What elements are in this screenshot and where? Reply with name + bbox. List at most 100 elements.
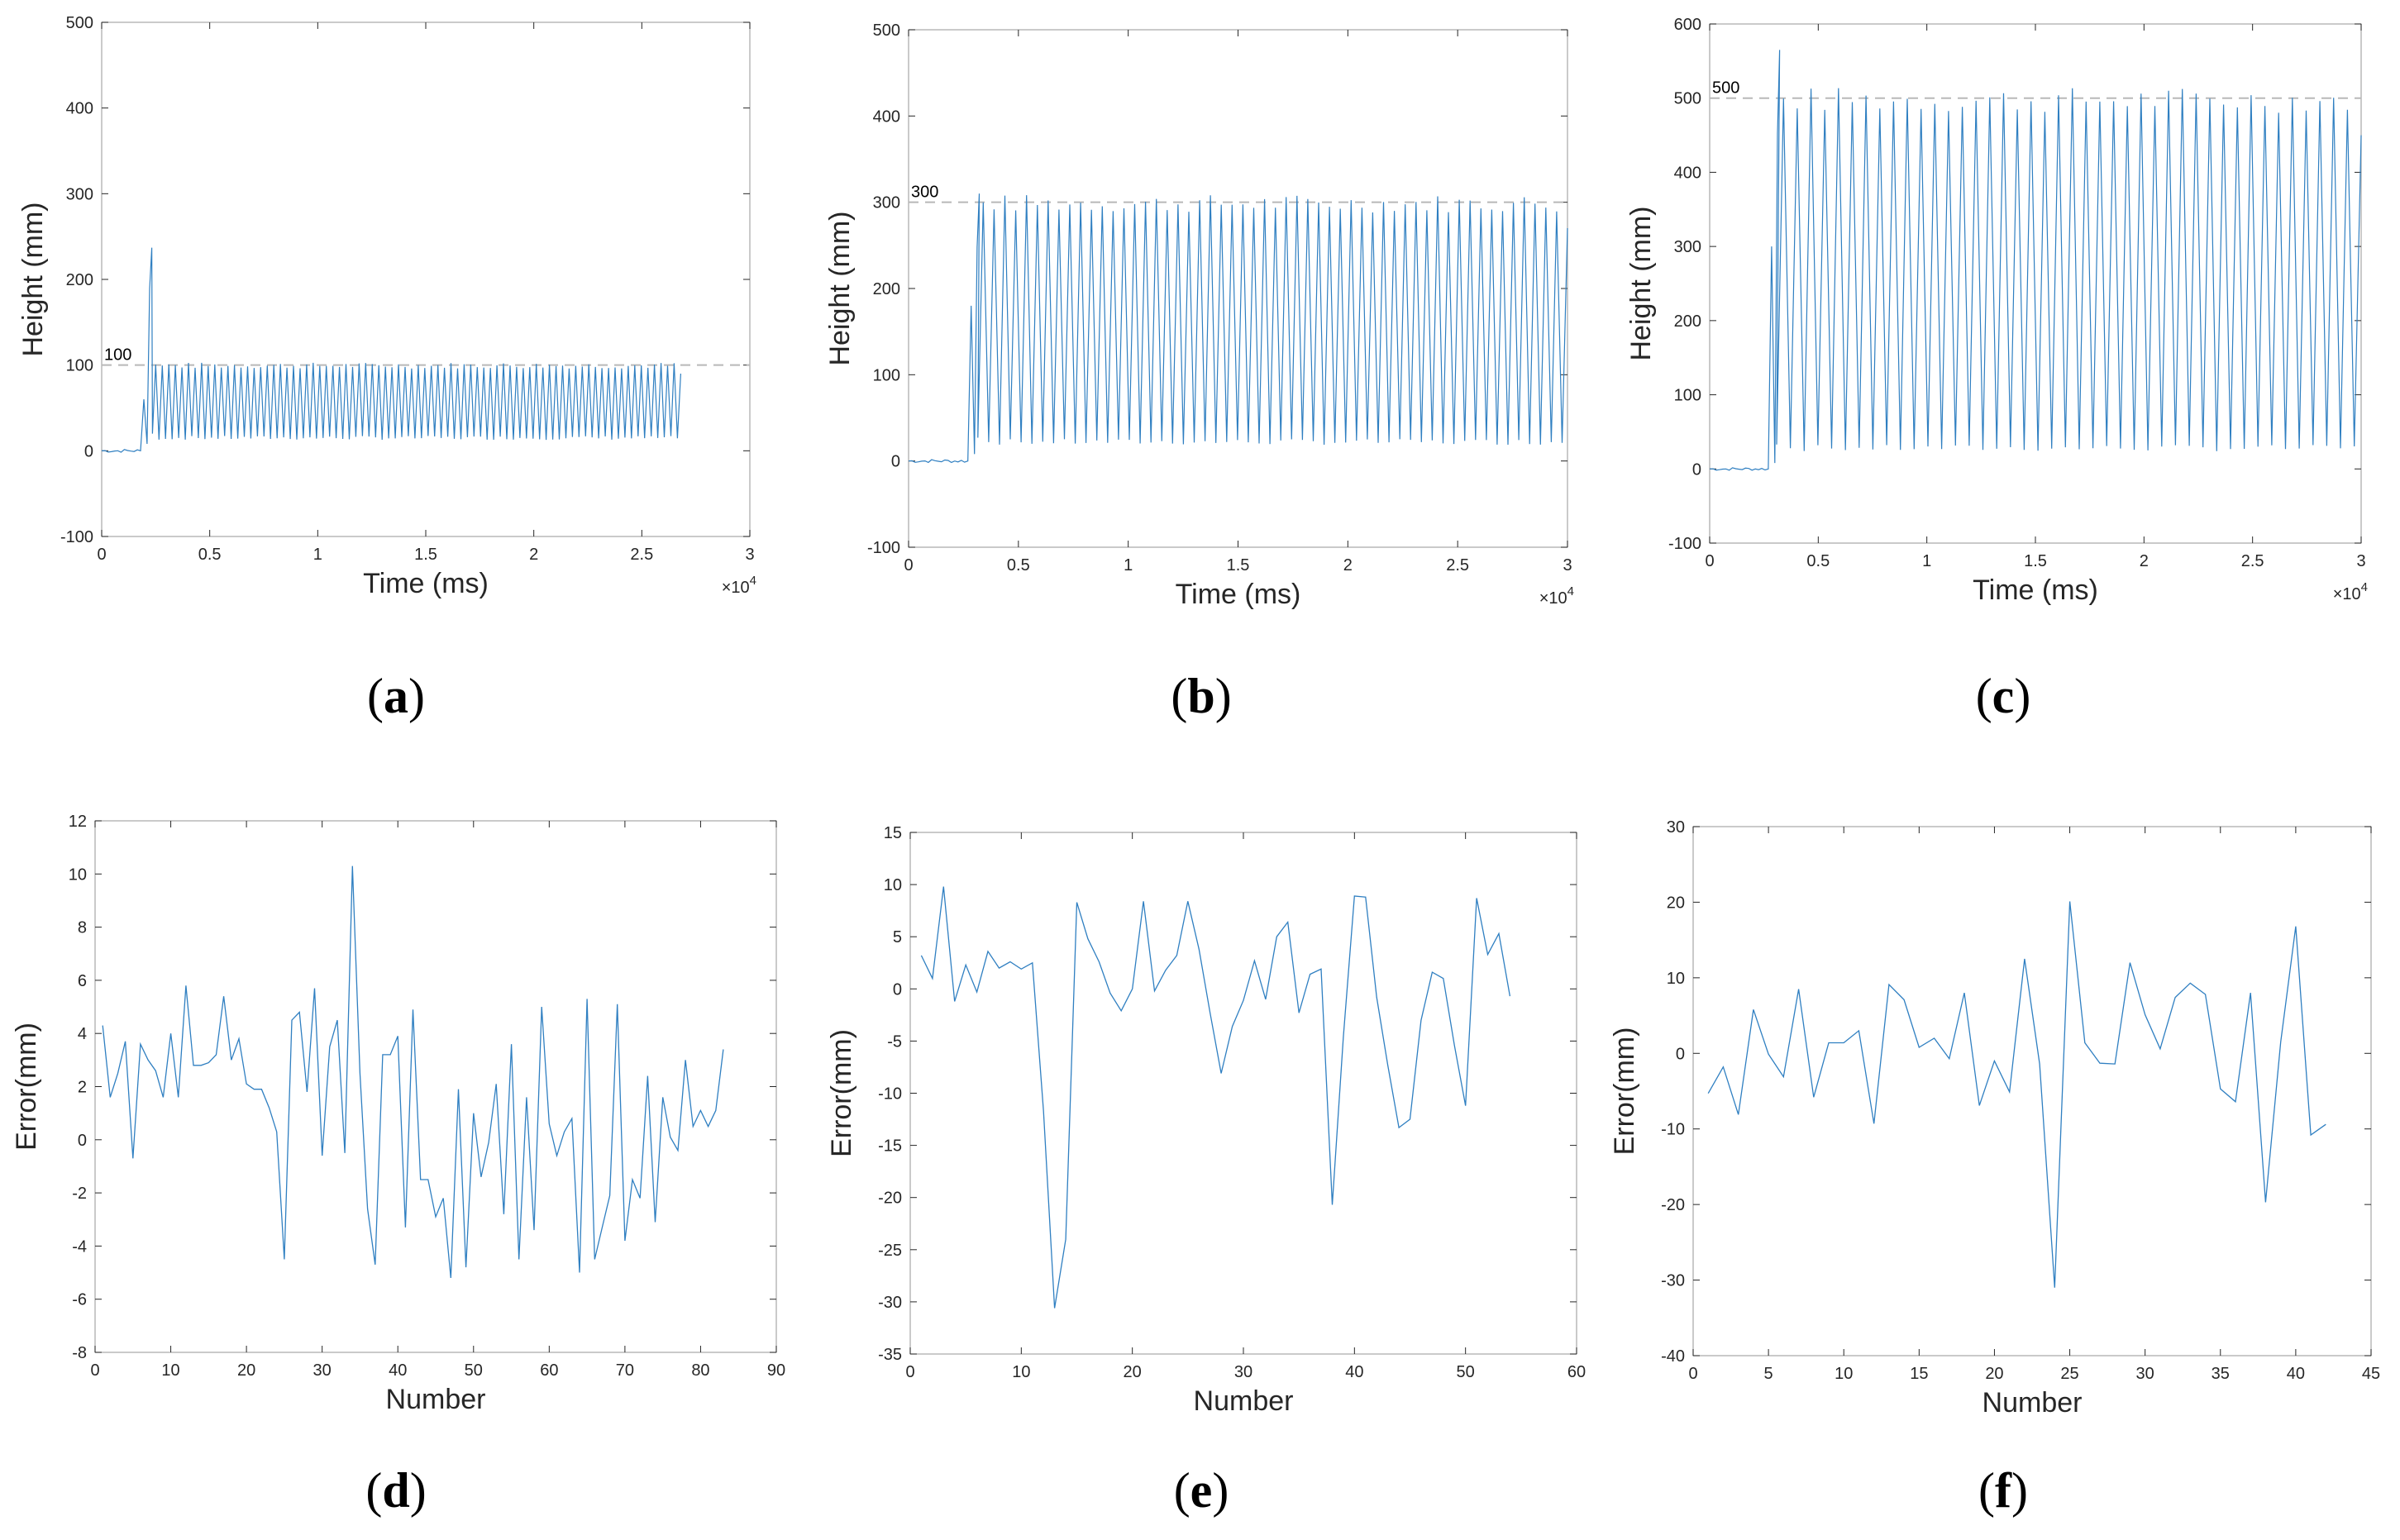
data-point: [601, 1226, 604, 1228]
data-point: [366, 1208, 369, 1210]
x-tick-label: 10: [1835, 1365, 1853, 1383]
data-point: [623, 1239, 626, 1242]
y-tick-label: 600: [1674, 16, 1701, 34]
data-point: [2129, 961, 2131, 964]
data-point: [1509, 995, 1511, 998]
panel-label-close: ): [2014, 669, 2030, 723]
data-point: [1253, 960, 1256, 962]
x-tick-label: 90: [767, 1361, 785, 1380]
data-point: [2054, 1286, 2056, 1289]
y-tick-label: 0: [893, 980, 902, 999]
chart-a: 0 0.5 1 1.5 2 2.5 3-1000100200300400500×104Tim…: [17, 14, 756, 723]
x-tick-label: 10: [161, 1361, 179, 1380]
y-tick-label: -20: [878, 1190, 902, 1208]
x-tick-label: 0: [904, 556, 913, 575]
data-point: [1812, 1096, 1815, 1099]
data-point: [1043, 1109, 1045, 1112]
panel-label-close: ): [2011, 1463, 2028, 1518]
data-point: [1963, 992, 1966, 994]
data-point: [457, 1088, 460, 1090]
data-point: [1153, 989, 1156, 992]
data-point: [313, 987, 316, 989]
data-point: [1768, 1053, 1770, 1056]
x-tick-label: 3: [1563, 556, 1572, 575]
data-point: [102, 1024, 104, 1027]
reference-line-label: 100: [104, 346, 131, 365]
data-point: [518, 1258, 520, 1261]
series-line: [101, 247, 681, 453]
data-point: [1828, 1042, 1830, 1044]
x-tick-label: 40: [1345, 1363, 1363, 1381]
x-tick-label: 2: [1343, 556, 1353, 575]
data-point: [442, 1197, 445, 1199]
data-point: [419, 1179, 422, 1181]
y-tick-label: 0: [1676, 1045, 1685, 1063]
x-tick-label: 3: [2356, 552, 2365, 570]
x-tick-label: 20: [1124, 1363, 1142, 1381]
y-tick-label: -8: [72, 1344, 87, 1362]
data-point: [465, 1266, 467, 1269]
data-point: [336, 1019, 338, 1022]
series-line: [920, 886, 1511, 1309]
x-tick-label: 40: [2287, 1365, 2305, 1383]
y-tick-label: -40: [1661, 1347, 1685, 1366]
data-point: [692, 1125, 694, 1128]
data-point: [1143, 900, 1145, 903]
data-point: [1086, 937, 1089, 940]
y-tick-label: -4: [72, 1237, 87, 1256]
data-point: [139, 1043, 141, 1046]
y-tick-label: 200: [66, 271, 93, 289]
x-tick-label: 70: [616, 1361, 634, 1380]
panel-label-letter: a: [384, 669, 408, 723]
data-point: [1276, 936, 1278, 938]
chart-b: 0 0.5 1 1.5 2 2.5 3-1000100200300400500×104Tim…: [824, 21, 1574, 723]
data-point: [1386, 1064, 1389, 1066]
panel-label-close: ): [408, 669, 425, 723]
data-point: [480, 1175, 482, 1178]
x-tick-label: 50: [1457, 1363, 1475, 1381]
data-point: [2039, 1063, 2041, 1066]
x-tick-label: 1.5: [414, 546, 437, 564]
x-axis-label: Number: [1983, 1387, 2083, 1418]
data-point: [374, 1263, 376, 1266]
data-point: [1409, 1118, 1411, 1121]
data-point: [2114, 1063, 2116, 1066]
data-point: [976, 991, 978, 994]
y-tick-label: 10: [1667, 970, 1685, 988]
y-tick-label: 500: [1674, 90, 1701, 108]
y-tick-label: -35: [878, 1346, 902, 1364]
x-tick-label: 2: [529, 546, 538, 564]
data-point: [381, 1053, 384, 1056]
y-tick-label: 100: [66, 357, 93, 375]
series-line: [102, 865, 724, 1279]
x-tick-label: 2.5: [2241, 552, 2264, 570]
data-point: [1782, 1075, 1785, 1078]
data-point: [639, 1197, 642, 1199]
data-point: [328, 1046, 331, 1048]
panel-label-open: (: [1978, 1463, 1995, 1518]
y-tick-label: 300: [873, 194, 900, 212]
data-point: [503, 1213, 505, 1215]
data-point: [1752, 1008, 1754, 1011]
data-point: [306, 1090, 308, 1093]
x-exponent-label: ×104: [2333, 580, 2368, 603]
y-tick-label: 0: [1692, 460, 1701, 479]
data-point: [2204, 993, 2207, 995]
data-point: [2310, 1134, 2312, 1137]
data-point: [931, 977, 933, 980]
x-tick-label: 2: [2140, 552, 2149, 570]
data-point: [291, 1019, 293, 1022]
data-point: [2219, 1088, 2221, 1090]
data-point: [525, 1096, 527, 1099]
panel-label-letter: f: [1995, 1463, 2012, 1518]
x-tick-label: 0: [1688, 1365, 1697, 1383]
data-point: [260, 1088, 263, 1090]
y-tick-label: -25: [878, 1242, 902, 1260]
data-point: [556, 1155, 558, 1157]
data-point: [246, 1083, 248, 1085]
data-point: [1887, 984, 1890, 986]
data-point: [177, 1096, 179, 1099]
y-tick-label: 200: [1674, 312, 1701, 331]
x-tick-label: 30: [2136, 1365, 2154, 1383]
